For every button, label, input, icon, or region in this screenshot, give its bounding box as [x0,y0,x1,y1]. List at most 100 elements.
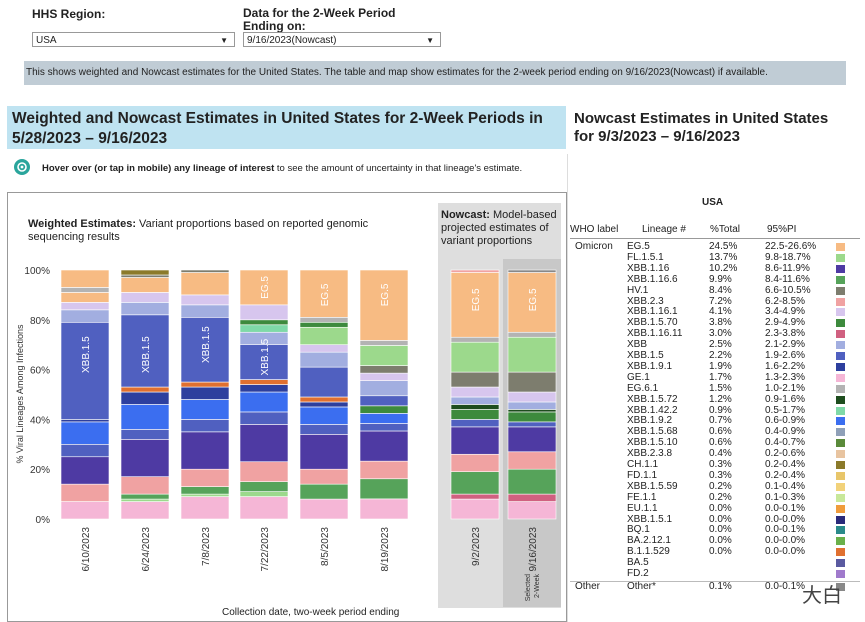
bar-segment [60,292,110,303]
table-cell: 0.0-0.0% [765,546,806,558]
bar-segment [359,478,409,500]
table-row[interactable]: XBB.1.5.1 0.0% 0.0-0.0% [570,514,865,526]
table-row[interactable]: XBB 2.5% 2.1-2.9% [570,339,865,351]
bar-segment [120,501,170,520]
table-row[interactable]: XBB.1.5.72 1.2% 0.9-1.6% [570,394,865,406]
region-select[interactable]: USA ▼ [32,32,235,47]
bar-segment [299,498,349,520]
bar-segment [450,498,500,520]
bar-segment [507,493,557,502]
table-row[interactable]: XBB.1.5.59 0.2% 0.1-0.4% [570,480,865,493]
bar-segment [120,269,170,276]
bar-segment [359,423,409,432]
bar-segment [299,366,349,398]
table-header-cell: 95%PI [767,224,797,235]
table-row[interactable]: XBB.2.3.8 0.4% 0.2-0.6% [570,448,865,460]
lineage-color-swatch [836,373,845,382]
table-row[interactable]: XBB.1.9.2 0.7% 0.6-0.9% [570,415,865,427]
chevron-down-icon: ▼ [220,36,228,45]
table-row[interactable]: XBB.1.16 10.2% 8.6-11.9% [570,263,865,275]
lineage-color-swatch [836,297,845,306]
bar-lineage-label: XBB.1.5 [81,336,92,373]
table-row[interactable]: CH.1.1 0.3% 0.2-0.4% [570,459,865,471]
table-cell: BA.5 [627,557,649,569]
bar-segment [299,483,349,500]
table-panel [567,154,865,622]
bar-segment [450,404,500,410]
bar-segment [507,401,557,410]
bar-segment [507,409,557,413]
table-row[interactable]: XBB.1.5 2.2% 1.9-2.6% [570,350,865,362]
table-row[interactable]: FL.1.5.1 13.7% 9.8-18.7% [570,252,865,264]
lineage-color-swatch [836,319,845,328]
bar-segment [299,396,349,403]
table-row[interactable]: XBB.1.16.11 3.0% 2.3-3.8% [570,328,865,340]
bar-segment [359,460,409,480]
bar-segment [180,269,230,273]
y-tick-label: 80% [30,316,50,327]
table-cell: 0.1-0.4% [765,480,806,492]
table-row[interactable]: XBB.1.5.68 0.6% 0.4-0.9% [570,426,865,438]
bar-segment [60,456,110,485]
table-cell: 8.4-11.6% [765,273,810,285]
bar-segment [180,419,230,433]
lineage-color-swatch [836,504,845,513]
table-row[interactable]: BA.5 [570,557,865,569]
table-row[interactable]: EU.1.1 0.0% 0.0-0.1% [570,503,865,515]
table-cell: 0.1% [709,581,732,593]
bar-segment [180,386,230,400]
table-row[interactable]: Omicron EG.5 24.5% 22.5-26.6% [570,241,865,253]
region-label: HHS Region: [32,7,106,21]
table-row[interactable]: BQ.1 0.0% 0.0-0.1% [570,524,865,536]
table-row[interactable]: B.1.1.529 0.0% 0.0-0.0% [570,546,865,558]
nowcast-subtitle-bold: Nowcast: [441,209,490,221]
weighted-subtitle-rest-2: sequencing results [28,231,120,243]
bar-lineage-label: EG.5 [471,288,482,311]
table-cell: XBB.1.16.6 [627,273,678,285]
table-row[interactable]: FD.2 [570,568,865,580]
table-row[interactable]: XBB.1.5.70 3.8% 2.9-4.9% [570,317,865,329]
table-row[interactable]: XBB.2.3 7.2% 6.2-8.5% [570,296,865,308]
lineage-color-swatch [836,439,845,448]
left-title-line-1: Weighted and Nowcast Estimates in United… [12,110,543,127]
table-row[interactable]: HV.1 8.4% 6.6-10.5% [570,284,865,297]
table-cell: 3.0% [709,328,732,340]
y-tick-label: 20% [30,465,50,476]
table-cell: 0.2-0.4% [765,469,806,481]
lineage-color-swatch [836,482,845,491]
bar-segment [359,413,409,424]
bar-segment [60,421,110,445]
table-row[interactable]: GE.1 1.7% 1.3-2.3% [570,372,865,384]
bar-segment [180,294,230,306]
table-row[interactable]: XBB.1.5.10 0.6% 0.4-0.7% [570,437,865,449]
period-select[interactable]: 9/16/2023(Nowcast) ▼ [243,32,441,47]
lineage-color-swatch [836,461,845,469]
table-row[interactable]: XBB.1.9.1 1.9% 1.6-2.2% [570,361,865,373]
table-cell: 9.9% [709,273,732,285]
period-label-line-1: Data for the 2-Week Period [243,6,396,20]
weighted-subtitle-rest-1: Variant proportions based on reported ge… [136,218,369,230]
table-row[interactable]: EG.6.1 1.5% 1.0-2.1% [570,383,865,395]
table-row[interactable]: XBB.1.16.6 9.9% 8.4-11.6% [570,273,865,286]
table-cell: 6.6-10.5% [765,284,811,296]
bar-segment [239,384,289,393]
table-row[interactable]: FD.1.1 0.3% 0.2-0.4% [570,469,865,482]
x-tick-label: 9/16/2023 [528,527,539,572]
bar-segment [120,274,170,278]
bar-segment [299,269,349,318]
table-row[interactable]: Other Other* 0.1% 0.0-0.1% [570,581,865,593]
bar-segment [120,391,170,405]
bar-segment [239,379,289,385]
weighted-subtitle: Weighted Estimates: Variant proportions … [28,218,408,244]
table-group-divider [570,580,860,582]
table-region: USA [702,197,724,208]
table-row[interactable]: BA.2.12.1 0.0% 0.0-0.0% [570,535,865,547]
table-row[interactable]: XBB.1.16.1 4.1% 3.4-4.9% [570,306,865,318]
table-cell: 0.2-0.4% [765,459,806,470]
table-row[interactable]: FE.1.1 0.2% 0.1-0.3% [570,492,865,504]
selected-period-label: Selected [525,574,532,601]
bar-segment [120,302,170,316]
table-row[interactable]: XBB.1.42.2 0.9% 0.5-1.7% [570,405,865,417]
lineage-color-swatch [836,537,845,546]
